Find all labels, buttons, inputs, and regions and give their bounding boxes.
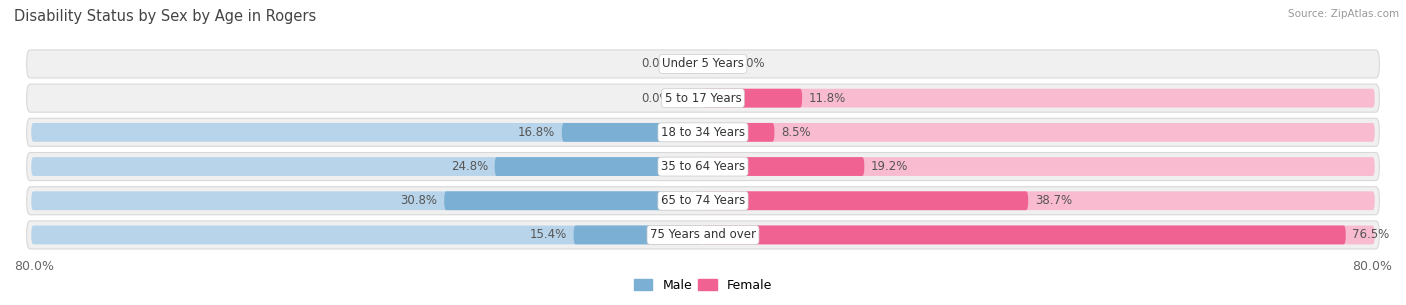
- FancyBboxPatch shape: [495, 157, 703, 176]
- FancyBboxPatch shape: [27, 152, 1379, 181]
- FancyBboxPatch shape: [27, 50, 1379, 78]
- FancyBboxPatch shape: [31, 157, 703, 176]
- Text: 65 to 74 Years: 65 to 74 Years: [661, 194, 745, 207]
- FancyBboxPatch shape: [574, 225, 703, 244]
- FancyBboxPatch shape: [703, 191, 1375, 210]
- FancyBboxPatch shape: [703, 55, 728, 74]
- Text: 11.8%: 11.8%: [808, 92, 846, 105]
- FancyBboxPatch shape: [31, 191, 703, 210]
- Text: Under 5 Years: Under 5 Years: [662, 57, 744, 70]
- Text: 0.0%: 0.0%: [735, 57, 765, 70]
- FancyBboxPatch shape: [703, 225, 1375, 244]
- Text: 35 to 64 Years: 35 to 64 Years: [661, 160, 745, 173]
- FancyBboxPatch shape: [27, 187, 1379, 215]
- Text: 24.8%: 24.8%: [451, 160, 488, 173]
- Text: Source: ZipAtlas.com: Source: ZipAtlas.com: [1288, 9, 1399, 19]
- Text: 18 to 34 Years: 18 to 34 Years: [661, 126, 745, 139]
- FancyBboxPatch shape: [27, 84, 1379, 112]
- Text: Disability Status by Sex by Age in Rogers: Disability Status by Sex by Age in Roger…: [14, 9, 316, 24]
- Legend: Male, Female: Male, Female: [628, 274, 778, 297]
- Text: 19.2%: 19.2%: [872, 160, 908, 173]
- FancyBboxPatch shape: [703, 123, 1375, 142]
- Text: 8.5%: 8.5%: [782, 126, 811, 139]
- FancyBboxPatch shape: [562, 123, 703, 142]
- Text: 5 to 17 Years: 5 to 17 Years: [665, 92, 741, 105]
- Text: 38.7%: 38.7%: [1035, 194, 1071, 207]
- FancyBboxPatch shape: [27, 118, 1379, 146]
- FancyBboxPatch shape: [27, 221, 1379, 249]
- Text: 0.0%: 0.0%: [641, 92, 671, 105]
- FancyBboxPatch shape: [703, 89, 803, 108]
- FancyBboxPatch shape: [444, 191, 703, 210]
- Text: 75 Years and over: 75 Years and over: [650, 228, 756, 242]
- Text: 15.4%: 15.4%: [530, 228, 567, 242]
- Text: 0.0%: 0.0%: [641, 57, 671, 70]
- Text: 80.0%: 80.0%: [14, 260, 53, 273]
- FancyBboxPatch shape: [703, 89, 1375, 108]
- FancyBboxPatch shape: [31, 123, 703, 142]
- Text: 16.8%: 16.8%: [517, 126, 555, 139]
- FancyBboxPatch shape: [703, 157, 865, 176]
- Text: 30.8%: 30.8%: [401, 194, 437, 207]
- FancyBboxPatch shape: [703, 191, 1028, 210]
- FancyBboxPatch shape: [703, 123, 775, 142]
- FancyBboxPatch shape: [703, 225, 1346, 244]
- FancyBboxPatch shape: [31, 225, 703, 244]
- FancyBboxPatch shape: [678, 89, 703, 108]
- Text: 80.0%: 80.0%: [1353, 260, 1392, 273]
- Text: 76.5%: 76.5%: [1353, 228, 1389, 242]
- FancyBboxPatch shape: [703, 157, 1375, 176]
- FancyBboxPatch shape: [678, 55, 703, 74]
